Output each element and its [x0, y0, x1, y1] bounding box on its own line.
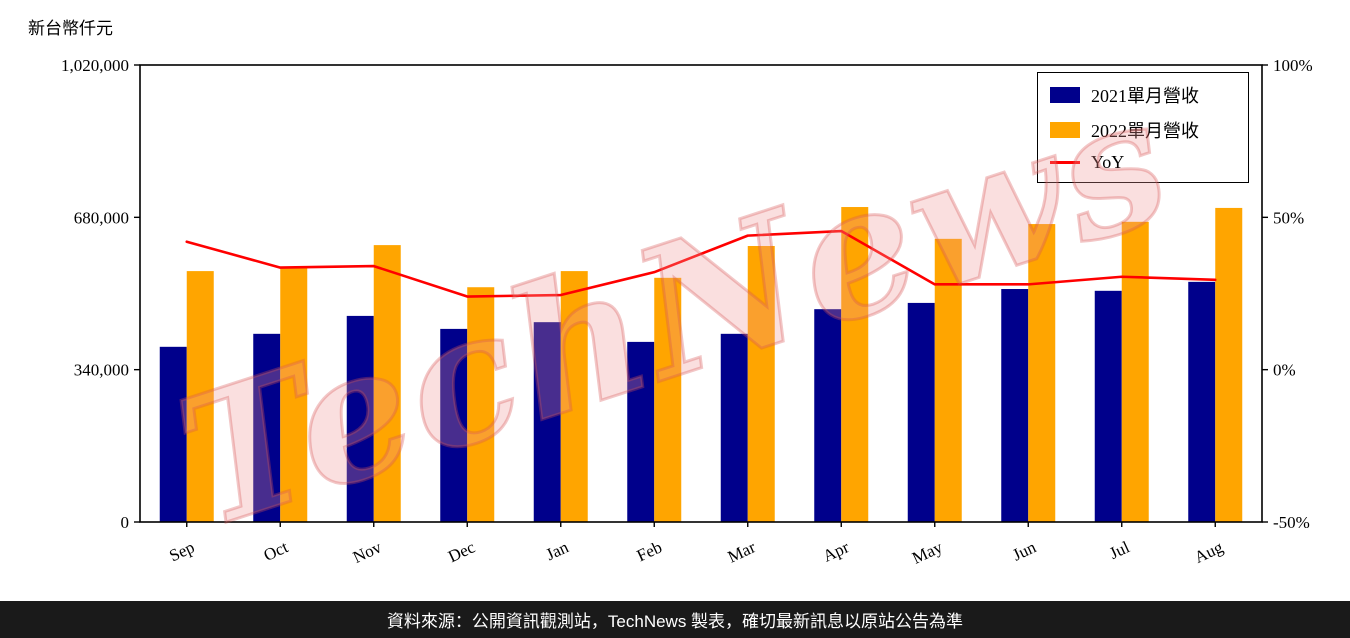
legend-color-swatch: [1050, 122, 1080, 138]
x-tick-label-Jul: Jul: [1106, 537, 1132, 563]
footer-source-note: 資料來源：公開資訊觀測站，TechNews 製表，確切最新訊息以原站公告為準: [0, 601, 1350, 638]
bar-2022單月營收-Jul: [1121, 221, 1149, 522]
bar-2021單月營收-Jan: [533, 322, 561, 522]
left-tick-label: 680,000: [74, 208, 129, 227]
bar-2022單月營收-Mar: [747, 246, 775, 522]
x-tick-label-Jan: Jan: [543, 537, 572, 564]
bar-2021單月營收-Sep: [159, 346, 187, 522]
bar-2022單月營收-Feb: [654, 277, 682, 522]
x-tick-label-Nov: Nov: [350, 537, 385, 567]
bars-series-0: [159, 281, 1216, 522]
bar-2021單月營收-Jul: [1094, 290, 1122, 522]
legend-item-2: YoY: [1050, 152, 1236, 173]
bar-2021單月營收-Aug: [1188, 281, 1216, 522]
x-tick-label-Mar: Mar: [725, 537, 759, 566]
bar-2022單月營收-Oct: [280, 267, 308, 522]
legend-label: 2021單月營收: [1091, 86, 1199, 106]
bar-2021單月營收-May: [907, 302, 935, 522]
bar-2022單月營收-Jun: [1028, 224, 1056, 522]
legend-item-0: 2021單月營收: [1050, 82, 1236, 108]
x-tick-label-Feb: Feb: [634, 537, 665, 565]
bar-2021單月營收-Nov: [346, 315, 374, 522]
bar-2021單月營收-Oct: [253, 333, 281, 522]
legend: 2021單月營收 2022單月營收 YoY: [1037, 72, 1249, 183]
bar-2021單月營收-Mar: [720, 333, 748, 522]
bar-2021單月營收-Jun: [1001, 289, 1029, 522]
x-tick-label-Dec: Dec: [445, 537, 478, 566]
bar-2021單月營收-Feb: [627, 341, 655, 522]
plot-border: [139, 64, 1263, 523]
yoy-line: [185, 229, 1217, 298]
bar-2022單月營收-Nov: [373, 245, 401, 523]
right-tick-label: -50%: [1273, 513, 1310, 532]
x-tick-label-Sep: Sep: [166, 537, 197, 565]
bars-series-1: [186, 207, 1243, 523]
right-tick-label: 0%: [1273, 361, 1296, 380]
bar-2021單月營收-Dec: [440, 328, 468, 522]
left-tick-label: 340,000: [74, 361, 129, 380]
bar-2022單月營收-Apr: [841, 207, 869, 522]
x-tick-label-May: May: [909, 537, 946, 568]
left-tick-label: 1,020,000: [61, 56, 129, 75]
right-tick-label: 100%: [1273, 56, 1313, 75]
x-tick-label-Apr: Apr: [820, 537, 852, 566]
right-tick-label: 50%: [1273, 208, 1304, 227]
left-axis: 0 340,000 680,000 1,020,000: [61, 56, 140, 532]
legend-label: YoY: [1091, 152, 1125, 172]
legend-color-swatch: [1050, 87, 1080, 103]
x-tick-label-Oct: Oct: [261, 537, 292, 565]
bar-2022單月營收-May: [934, 238, 962, 522]
x-tick-label-Jun: Jun: [1009, 537, 1039, 564]
left-tick-label: 0: [121, 513, 130, 532]
chart-svg: 0 340,000 680,000 1,020,000 -50% 0% 50% 100% Sep…: [61, 56, 1313, 568]
x-tick-label-Aug: Aug: [1191, 537, 1226, 567]
legend-label: 2022單月營收: [1091, 121, 1199, 141]
bar-2021單月營收-Apr: [814, 309, 842, 522]
y-axis-unit-label: 新台幣仟元: [28, 19, 113, 38]
footer-text: 資料來源：公開資訊觀測站，TechNews 製表，確切最新訊息以原站公告為準: [386, 612, 964, 631]
right-axis: -50% 0% 50% 100%: [1262, 56, 1313, 532]
bar-2022單月營收-Sep: [186, 271, 214, 522]
bar-2022單月營收-Jan: [560, 271, 588, 522]
legend-line-swatch: [1050, 161, 1080, 164]
legend-item-1: 2022單月營收: [1050, 117, 1236, 143]
bar-2022單月營收-Aug: [1215, 207, 1243, 523]
bar-2022單月營收-Dec: [467, 287, 495, 522]
x-axis: Sep Oct Nov Dec Jan Feb Mar Apr May Jun Jul Aug: [166, 522, 1226, 568]
